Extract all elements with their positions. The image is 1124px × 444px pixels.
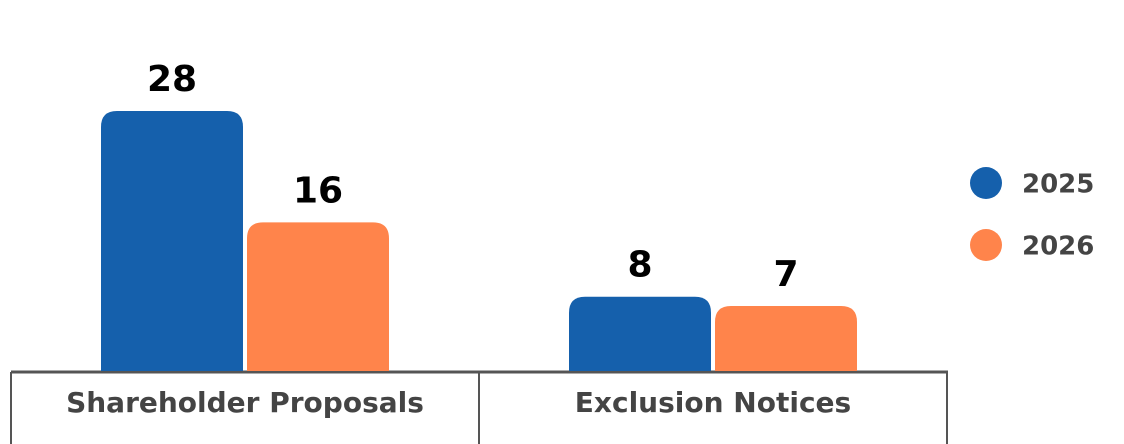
legend-label: 2025 [1022,170,1094,200]
legend-marker [970,167,1002,199]
x-tick-label: Exclusion Notices [575,386,851,419]
bar [569,296,711,371]
value-label: 7 [773,254,798,295]
value-label: 16 [293,170,343,211]
bar [101,111,243,371]
x-tick-label: Shareholder Proposals [66,386,424,419]
value-label: 8 [627,245,652,286]
value-label: 28 [147,59,197,100]
bar [715,306,857,371]
bar [247,222,389,371]
legend-marker [970,229,1002,261]
legend-label: 2026 [1022,232,1094,262]
